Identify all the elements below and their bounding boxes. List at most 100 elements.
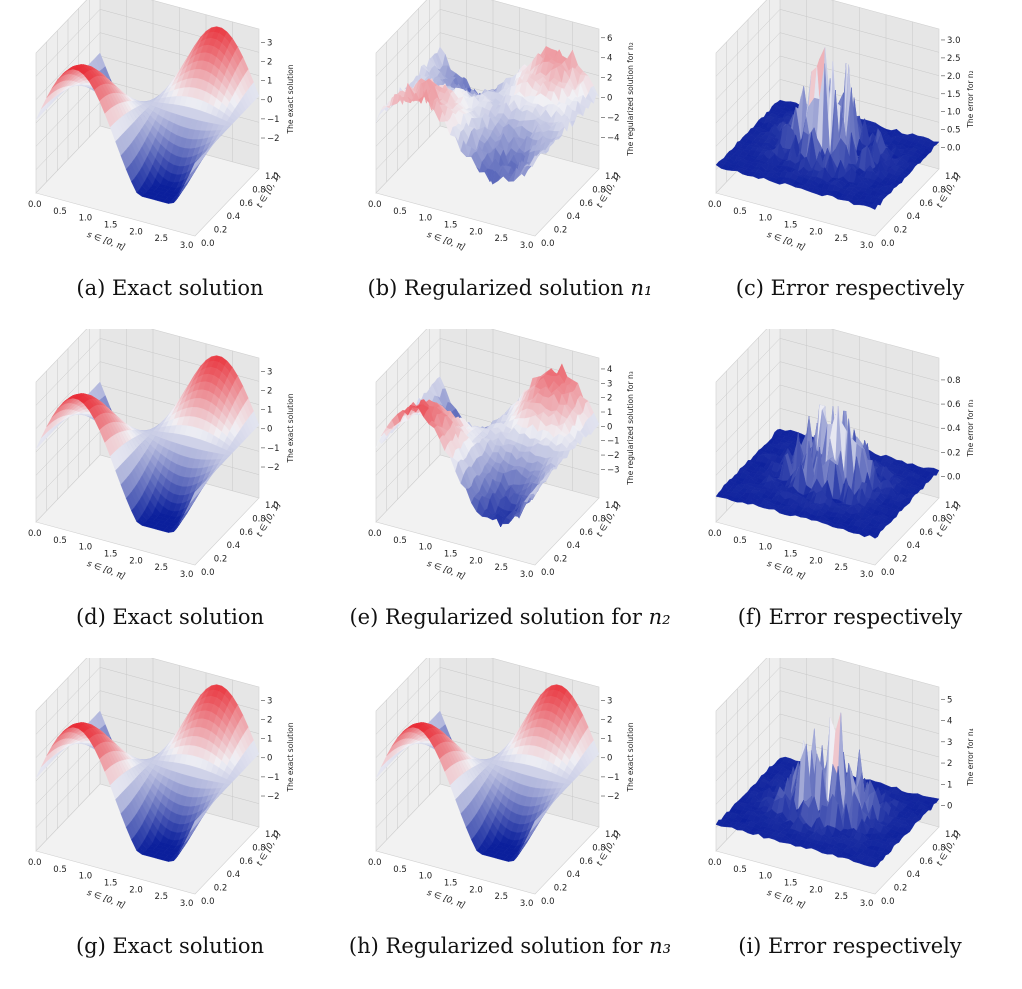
- y-tick-label: 0.6: [919, 199, 933, 209]
- x-tick-label: 0.0: [28, 200, 42, 210]
- x-tick-label: 1.0: [79, 543, 93, 553]
- z-tick-label: 0.8: [947, 376, 961, 386]
- x-tick-label: 2.0: [129, 227, 143, 237]
- x-tick-label: 2.0: [469, 556, 483, 566]
- x-tick-label: 3.0: [860, 241, 874, 251]
- x-tick-label: 0.5: [53, 536, 67, 546]
- z-tick-label: 2: [947, 759, 952, 769]
- z-tick-label: 2.0: [947, 72, 961, 82]
- caption-e: (e) Regularized solution for n₂: [340, 605, 680, 629]
- y-tick-label: 0.8: [592, 185, 606, 195]
- z-axis-label-b: The regularized solution for n₂: [626, 42, 635, 156]
- z-axis-label-g: The exact solution: [286, 722, 295, 792]
- z-tick-label: 0.6: [947, 400, 961, 410]
- x-tick-label: 0.0: [708, 858, 722, 868]
- surface-c: [715, 47, 940, 210]
- x-tick-label: 0.0: [368, 858, 382, 868]
- z-tick-label: 0: [607, 94, 612, 104]
- y-tick-label: 0.8: [932, 514, 946, 524]
- x-tick-label: 3.0: [520, 899, 534, 909]
- x-tick-label: 1.5: [104, 879, 118, 889]
- x-axis-label-a: s ∈ [0, π]: [86, 230, 127, 253]
- x-tick-label: 2.5: [835, 892, 849, 902]
- x-tick-label: 0.0: [28, 858, 42, 868]
- y-tick-label: 1.0: [945, 172, 959, 182]
- z-tick-label: 1: [267, 77, 272, 87]
- z-tick-label: 2: [607, 74, 612, 84]
- y-tick-label: 0.4: [227, 870, 241, 880]
- y-tick-label: 0.2: [214, 884, 228, 894]
- y-tick-label: 0.8: [252, 185, 266, 195]
- z-tick-label: −3: [607, 465, 620, 475]
- caption-text-f: (f) Error respectively: [737, 605, 963, 629]
- z-tick-label: 1: [607, 735, 612, 745]
- figure-panel-c: 3.0 2.5 2.0 1.5 1.0 0.5 0.0 The error for n₂ 0.0…: [680, 0, 1020, 329]
- y-tick-label: 0.6: [239, 857, 253, 867]
- y-tick-label: 0.0: [881, 897, 895, 907]
- z-tick-label: −2: [267, 463, 280, 473]
- x-tick-label: 2.5: [155, 234, 169, 244]
- caption-g: (g) Exact solution: [0, 934, 340, 958]
- z-tick-label: 1: [267, 406, 272, 416]
- z-tick-label: 3.0: [947, 36, 961, 46]
- x-tick-label: 1.0: [419, 543, 433, 553]
- x-tick-label: 2.0: [809, 885, 823, 895]
- y-tick-label: 1.0: [945, 830, 959, 840]
- caption-c: (c) Error respectively: [680, 276, 1020, 300]
- caption-text-b: (b) Regularized solution: [367, 276, 631, 300]
- caption-text-a: (a) Exact solution: [76, 276, 264, 300]
- x-tick-label: 1.0: [759, 872, 773, 882]
- y-tick-label: 0.4: [567, 541, 581, 551]
- caption-text-h: (h) Regularized solution for: [348, 934, 650, 958]
- z-tick-label: 2: [267, 57, 272, 67]
- y-tick-label: 0.6: [579, 857, 593, 867]
- z-tick-label: 0.0: [947, 144, 961, 154]
- x-tick-label: 1.5: [104, 550, 118, 560]
- z-tick-label: 0.4: [947, 424, 961, 434]
- x-tick-label: 3.0: [180, 241, 194, 251]
- caption-d: (d) Exact solution: [0, 605, 340, 629]
- x-tick-label: 2.5: [155, 563, 169, 573]
- z-axis-label-h: The exact solution: [626, 722, 635, 792]
- surface-plot-f: 0.8 0.6 0.4 0.2 0.0 The error for n₃ 0.0 0.5 1.0…: [708, 329, 975, 582]
- caption-text-g: (g) Exact solution: [75, 934, 265, 958]
- y-tick-label: 1.0: [605, 501, 619, 511]
- y-tick-label: 0.6: [919, 857, 933, 867]
- x-tick-label: 0.5: [393, 536, 407, 546]
- z-tick-label: 0: [267, 754, 272, 764]
- y-tick-label: 0.6: [239, 199, 253, 209]
- z-tick-label: 2: [267, 386, 272, 396]
- figure-panel-g: 3 2 1 0 −1 −2 The exact solution 0.0 0.5 1.0 1.5 2.…: [0, 658, 340, 987]
- z-tick-label: 4: [607, 365, 612, 375]
- y-tick-label: 0.4: [227, 541, 241, 551]
- surface-plot-c: 3.0 2.5 2.0 1.5 1.0 0.5 0.0 The error for n₂ 0.0…: [708, 0, 975, 253]
- y-tick-label: 0.2: [894, 555, 908, 565]
- y-tick-label: 0.2: [214, 555, 228, 565]
- surface-plot-h: 3 2 1 0 −1 −2 The exact solution 0.0 0.5 1.0 1.5 2.…: [368, 658, 635, 911]
- y-tick-label: 0.8: [592, 514, 606, 524]
- x-tick-label: 0.0: [28, 529, 42, 539]
- surface-i: [715, 712, 940, 868]
- z-tick-label: −2: [607, 114, 620, 124]
- x-tick-label: 0.0: [708, 200, 722, 210]
- x-tick-label: 0.5: [393, 207, 407, 217]
- y-tick-label: 0.8: [252, 843, 266, 853]
- z-axis-label-i: The error for n₄: [966, 728, 975, 786]
- caption-math-e: n₂: [648, 605, 671, 629]
- x-tick-label: 1.5: [444, 221, 458, 231]
- z-tick-label: 3: [947, 738, 952, 748]
- y-tick-label: 0.4: [567, 870, 581, 880]
- x-tick-label: 0.5: [733, 865, 747, 875]
- z-tick-label: 2: [607, 394, 612, 404]
- x-tick-label: 0.5: [53, 865, 67, 875]
- x-axis-label-c: s ∈ [0, π]: [766, 230, 807, 253]
- x-axis-label-b: s ∈ [0, π]: [426, 230, 467, 253]
- x-tick-label: 1.5: [444, 879, 458, 889]
- x-tick-label: 2.5: [155, 892, 169, 902]
- z-tick-label: −2: [607, 792, 620, 802]
- y-tick-label: 0.4: [907, 541, 921, 551]
- y-tick-label: 0.4: [907, 870, 921, 880]
- surface-g: [35, 684, 260, 862]
- x-tick-label: 1.0: [79, 214, 93, 224]
- caption-text-i: (i) Error respectively: [738, 934, 962, 958]
